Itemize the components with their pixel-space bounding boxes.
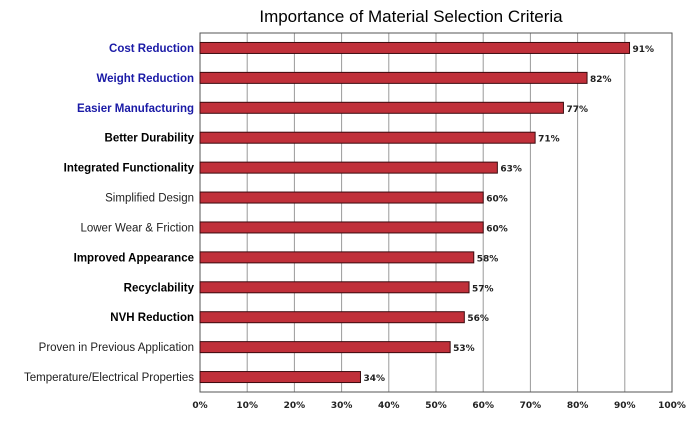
- data-label: 58%: [477, 254, 499, 264]
- category-label: Integrated Functionality: [64, 163, 195, 175]
- grid-lines: [199, 32, 673, 393]
- x-tick-label: 50%: [425, 401, 447, 411]
- data-label: 91%: [633, 45, 655, 55]
- x-tick-label: 40%: [378, 401, 400, 411]
- bar: [199, 251, 475, 264]
- bar: [199, 221, 484, 234]
- x-tick-label: 30%: [331, 401, 353, 411]
- bar: [199, 281, 470, 294]
- x-tick-label: 80%: [567, 401, 589, 411]
- plot-frame: [199, 32, 673, 393]
- x-tick-label: 70%: [520, 401, 542, 411]
- category-label: Simplified Design: [105, 193, 194, 205]
- category-label: Better Durability: [105, 133, 195, 145]
- chart-title: Importance of Material Selection Criteri…: [259, 7, 563, 26]
- x-tick-label: 0%: [192, 401, 207, 411]
- x-tick-label: 60%: [472, 401, 494, 411]
- bar: [199, 191, 484, 204]
- data-label: 82%: [590, 75, 612, 85]
- data-label: 63%: [500, 165, 522, 175]
- x-tick-label: 20%: [284, 401, 306, 411]
- data-label: 57%: [472, 284, 494, 294]
- x-axis-ticks: 0% 10% 20% 30% 40% 50% 60% 70% 80% 90% 100%: [192, 401, 686, 411]
- category-label: Lower Wear & Friction: [80, 222, 194, 234]
- bars: 91% 82% 77% 71% 63% 60% 60% 58% 57% 56% 53% 34%: [199, 41, 655, 384]
- category-label: Cost Reduction: [109, 43, 194, 55]
- data-label: 60%: [486, 195, 508, 205]
- bar: [199, 341, 451, 354]
- bar: [199, 131, 536, 144]
- category-label: Proven in Previous Application: [39, 342, 194, 354]
- data-label: 77%: [566, 105, 588, 115]
- bar: [199, 101, 564, 114]
- bar: [199, 311, 465, 324]
- category-label: Temperature/Electrical Properties: [24, 372, 194, 384]
- x-tick-label: 10%: [236, 401, 258, 411]
- category-label: Improved Appearance: [74, 252, 194, 264]
- data-label: 56%: [467, 314, 489, 324]
- bar: [199, 71, 588, 84]
- category-labels: Cost Reduction Weight Reduction Easier Man…: [24, 43, 195, 384]
- data-label: 53%: [453, 344, 475, 354]
- category-label: Recyclability: [124, 282, 195, 294]
- x-tick-label: 90%: [614, 401, 636, 411]
- bar: [199, 41, 631, 54]
- category-label: NVH Reduction: [110, 312, 194, 324]
- category-label: Easier Manufacturing: [77, 103, 194, 115]
- bar: [199, 161, 498, 174]
- data-label: 60%: [486, 224, 508, 234]
- x-tick-label: 100%: [658, 401, 686, 411]
- category-label: Weight Reduction: [96, 73, 194, 85]
- bar: [199, 371, 361, 384]
- data-label: 71%: [538, 135, 560, 145]
- data-label: 34%: [363, 374, 385, 384]
